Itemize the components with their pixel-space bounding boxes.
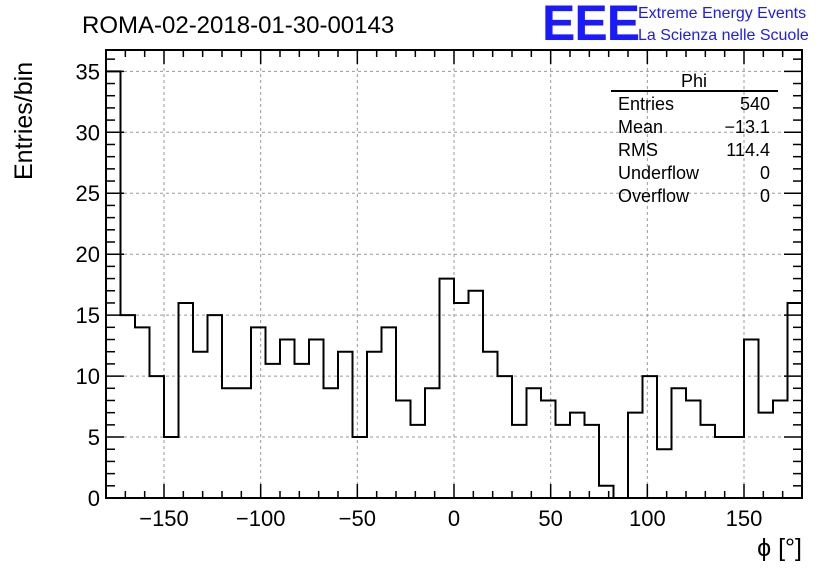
stats-row-value: 540 <box>740 94 770 114</box>
x-tick-label: −50 <box>339 506 376 531</box>
histogram-bars <box>105 70 802 499</box>
run-title: ROMA-02-2018-01-30-00143 <box>82 12 394 39</box>
stats-title: Phi <box>681 71 707 91</box>
histogram-outline <box>105 70 802 499</box>
x-tick-label: 0 <box>448 506 460 531</box>
stats-row-label: Overflow <box>618 186 690 206</box>
y-tick-label: 10 <box>76 364 100 389</box>
y-tick-label: 0 <box>88 486 100 511</box>
stats-row-label: Entries <box>618 94 674 114</box>
stats-row-label: Mean <box>618 117 663 137</box>
y-tick-labels: 0 5 10 15 20 25 30 35 <box>76 59 100 511</box>
eee-logo: EEE <box>542 0 639 51</box>
x-axis-label: ϕ [°] <box>757 534 802 562</box>
stats-row-value: 0 <box>760 186 770 206</box>
y-tick-label: 20 <box>76 242 100 267</box>
x-tick-label: −100 <box>236 506 286 531</box>
y-axis-label: Entries/bin <box>10 62 38 180</box>
y-tick-label: 35 <box>76 59 100 84</box>
x-tick-labels: −150 −100 −50 0 50 100 150 <box>139 506 762 531</box>
stats-row-label: Underflow <box>618 163 700 183</box>
eee-subtitle-line1: Extreme Energy Events <box>638 5 806 22</box>
axis-ticks <box>106 50 802 499</box>
y-tick-label: 15 <box>76 303 100 328</box>
x-tick-label: −150 <box>139 506 189 531</box>
stats-box: Phi Entries 540 Mean −13.1 RMS 114.4 Underflow… <box>611 71 778 206</box>
x-tick-label: 150 <box>726 506 763 531</box>
y-tick-label: 25 <box>76 181 100 206</box>
eee-subtitle-line2: La Scienza nelle Scuole <box>638 27 809 44</box>
y-tick-label: 30 <box>76 120 100 145</box>
stats-row-value: 114.4 <box>726 140 770 160</box>
stats-row-label: RMS <box>618 140 658 160</box>
x-tick-label: 50 <box>538 506 562 531</box>
y-tick-label: 5 <box>88 425 100 450</box>
stats-row-value: −13.1 <box>724 117 770 137</box>
x-tick-label: 100 <box>629 506 666 531</box>
stats-row-value: 0 <box>760 163 770 183</box>
grid-lines <box>106 50 802 498</box>
